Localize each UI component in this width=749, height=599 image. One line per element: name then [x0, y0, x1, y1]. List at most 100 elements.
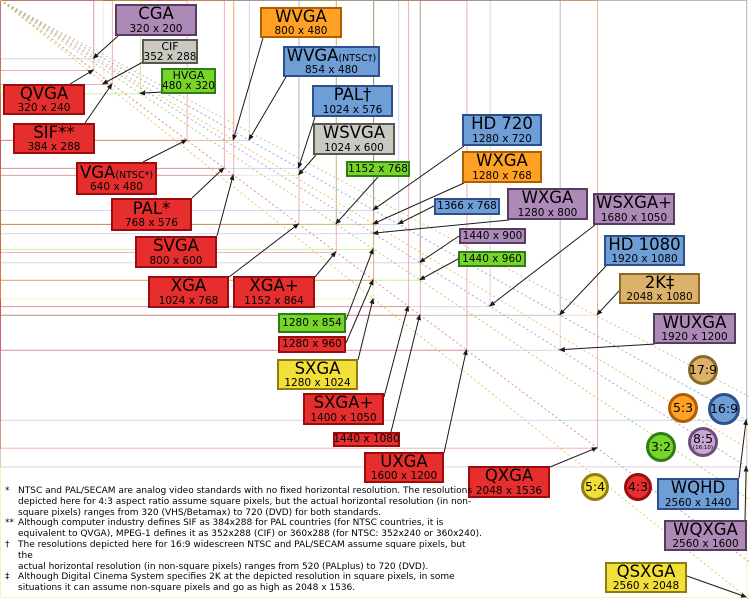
resolution-dimensions: 1920 x 1080 — [611, 253, 678, 265]
resolution-dimensions: 2048 x 1536 — [475, 484, 543, 497]
resolution-label-2k: 2K‡ 2048 x 1080 — [619, 273, 700, 304]
resolution-name: WSVGA — [322, 123, 386, 142]
resolution-dimensions: 1920 x 1200 — [661, 331, 728, 343]
resolution-label-wvga-ntsc: WVGA(NTSC†) 854 x 480 — [283, 46, 380, 77]
resolution-name: WUXGA — [662, 312, 727, 332]
aspect-ratio-badge-5-4: 5:4 — [581, 473, 609, 501]
resolution-label-wuxga: WUXGA 1920 x 1200 — [653, 313, 736, 344]
scale-rect-cga — [0, 0, 95, 60]
resolution-label-wxga-85: WXGA 1280 x 800 — [507, 188, 588, 220]
resolution-dimensions: 2560 x 1440 — [664, 496, 732, 509]
aspect-line-16-9 — [0, 0, 749, 422]
scale-rect-wxga-85 — [0, 0, 375, 235]
footnote-text: The resolutions depicted here for 16:9 w… — [18, 539, 466, 572]
aspect-line-17-9 — [0, 0, 749, 397]
leader-arrow-qxga — [549, 447, 598, 468]
resolution-dimensions: 640 x 480 — [90, 181, 143, 193]
leader-arrow-wsxga-plus — [489, 224, 596, 307]
resolution-dimensions: 320 x 240 — [17, 102, 71, 114]
leader-arrow-pal — [191, 167, 225, 199]
leader-arrow-wqhd — [738, 419, 749, 479]
resolution-name: XGA — [170, 276, 207, 295]
resolution-label-r1280x960: 1280 x 960 — [278, 336, 346, 353]
leader-arrow-r1366x768 — [397, 205, 435, 225]
resolution-label-hd1080: HD 1080 1920 x 1080 — [604, 235, 685, 266]
resolution-name: WVGA — [275, 6, 327, 26]
leader-arrow-qsxga — [686, 575, 747, 598]
leader-arrow-wsvga — [297, 154, 317, 176]
leader-arrow-xga — [228, 223, 300, 278]
resolution-name: HD 1080 — [608, 234, 681, 254]
resolution-label-sxga-plus: SXGA+ 1400 x 1050 — [303, 393, 384, 425]
leader-arrow-uxga — [443, 349, 468, 454]
leader-arrow-cif — [101, 61, 144, 85]
footnote-text: NTSC and PAL/SECAM are analog video stan… — [18, 486, 473, 518]
aspect-ratio-value: 8:5 — [692, 430, 714, 446]
resolution-label-cga: CGA 320 x 200 — [115, 4, 197, 36]
footnote-2: ** Although computer industry defines SIF… — [5, 518, 483, 540]
resolution-dimensions: 320 x 200 — [129, 22, 183, 35]
resolution-dimensions: 1280 x 1024 — [284, 377, 351, 389]
resolution-dimensions: 352 x 288 — [143, 50, 197, 63]
resolution-label-vga: VGA(NTSC*) 640 x 480 — [76, 162, 157, 195]
leader-arrow-r1152x768 — [335, 176, 379, 225]
resolution-name: WVGA(NTSC†) — [286, 45, 377, 65]
aspect-line-3-2 — [0, 0, 749, 500]
resolution-dimensions: 800 x 480 — [274, 25, 328, 37]
scale-rect-r1440x1080 — [0, 0, 421, 316]
aspect-ratio-value: 17:9 — [688, 361, 718, 377]
footnote-marker: * — [5, 486, 10, 496]
resolution-dimensions: 1152 x 864 — [244, 294, 304, 307]
aspect-ratio-badge-3-2: 3:2 — [646, 432, 676, 462]
resolution-label-qvga: QVGA 320 x 240 — [3, 84, 85, 115]
resolution-label-r1152x768: 1152 x 768 — [346, 161, 410, 177]
resolution-label-hd720: HD 720 1280 x 720 — [462, 114, 542, 146]
leader-arrow-pal-t — [297, 116, 316, 169]
resolution-name: WXGA — [521, 188, 574, 207]
leader-arrow-wvga — [232, 37, 264, 141]
resolution-dimensions: 800 x 600 — [149, 254, 203, 267]
resolution-name: UXGA — [380, 451, 428, 471]
aspect-line-5-3 — [0, 0, 749, 450]
footnote-text: Although computer industry defines SIF a… — [18, 518, 482, 540]
resolution-name: WQHD — [670, 478, 726, 497]
resolution-name: WSXGA+ — [596, 193, 672, 212]
resolution-label-pal: PAL* 768 x 576 — [111, 198, 192, 231]
resolution-label-r1280x854: 1280 x 854 — [278, 313, 346, 333]
resolution-dimensions: 1280 x 720 — [472, 132, 532, 145]
leader-arrow-qvga — [69, 69, 94, 85]
resolution-dimensions: 1024 x 576 — [322, 103, 383, 116]
resolution-label-wxga-53: WXGA 1280 x 768 — [462, 151, 542, 183]
resolution-dimensions: 1680 x 1050 — [600, 211, 668, 224]
aspect-ratio-value: 5:4 — [584, 478, 606, 494]
resolution-dimensions: 1280 x 768 — [472, 169, 532, 182]
resolution-dimensions: 1440 x 900 — [462, 229, 523, 242]
leader-arrow-sif — [84, 83, 113, 124]
resolution-dimensions: 1024 x 600 — [324, 141, 384, 154]
resolution-dimensions: 2560 x 2048 — [612, 580, 680, 592]
leader-arrow-cga — [92, 35, 119, 59]
scale-rect-r1366x768 — [0, 0, 400, 225]
resolution-name: WQXGA — [673, 519, 738, 539]
resolution-name: PAL* — [132, 198, 171, 218]
footnote-marker: ‡ — [5, 572, 10, 583]
leader-arrow-wxga-53 — [372, 182, 465, 225]
resolution-name: SXGA+ — [313, 393, 374, 412]
aspect-ratio-badge-5-3: 5:3 — [668, 393, 698, 423]
footnote-marker: ** — [5, 518, 14, 529]
resolution-label-wvga: WVGA 800 x 480 — [260, 7, 342, 38]
footnote-4: ‡ Although Digital Cinema System specifie… — [5, 572, 483, 594]
resolution-dimensions: 854 x 480 — [305, 64, 358, 76]
resolution-dimensions: 1440 x 1080 — [333, 433, 400, 446]
leader-arrow-sxga-plus — [383, 305, 410, 398]
resolution-label-sxga: SXGA 1280 x 1024 — [277, 359, 358, 390]
resolution-label-hvga: HVGA 480 x 320 — [161, 68, 216, 94]
leader-arrow-sxga — [357, 297, 375, 361]
resolution-name: CGA — [138, 4, 174, 23]
resolution-label-sif: SIF** 384 x 288 — [13, 123, 95, 154]
leader-arrow-wqxga — [743, 465, 749, 521]
resolution-label-r1366x768: 1366 x 768 — [434, 198, 500, 215]
resolution-name: PAL† — [333, 85, 372, 104]
leader-arrow-hd720 — [372, 145, 465, 211]
